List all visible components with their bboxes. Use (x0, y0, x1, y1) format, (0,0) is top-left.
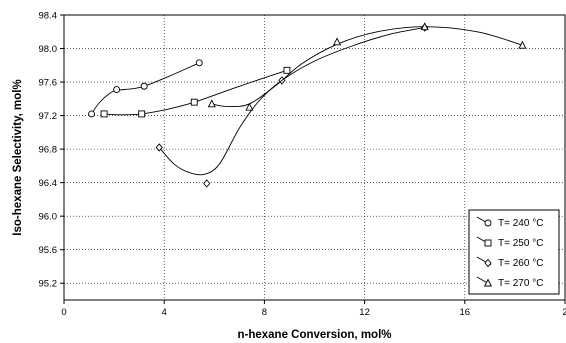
legend: T= 240 °C T= 250 °C T= 260 °C T= 270 °C (469, 210, 559, 294)
y-tick-label: 96.8 (39, 145, 58, 156)
y-tick-label: 95.2 (39, 279, 58, 290)
data-point-triangle (334, 38, 341, 45)
data-point-square (101, 111, 107, 117)
x-tick-label: 8 (262, 307, 267, 318)
data-point-triangle (208, 100, 215, 107)
series-4 (208, 23, 525, 110)
data-point-square (191, 99, 197, 105)
legend-label: T= 270 °C (498, 278, 543, 289)
series-1 (89, 60, 203, 117)
data-point-square (139, 111, 145, 117)
data-point-diamond (204, 180, 210, 187)
data-point-circle (141, 83, 147, 89)
series-line (212, 27, 523, 107)
data-point-circle (114, 87, 120, 93)
legend-marker-circle (485, 220, 491, 226)
series-line (159, 28, 425, 175)
legend-label: T= 240 °C (498, 218, 543, 229)
x-tick-label: 16 (460, 307, 471, 318)
series-group (89, 23, 526, 187)
legend-marker-square (485, 240, 491, 246)
y-tick-label: 98.4 (39, 11, 58, 22)
data-point-circle (196, 60, 202, 66)
series-line (104, 70, 287, 115)
legend-label: T= 250 °C (498, 238, 543, 249)
y-tick-label: 95.6 (39, 245, 58, 256)
y-tick-label: 97.6 (39, 78, 58, 89)
legend-label: T= 260 °C (498, 258, 543, 269)
data-point-circle (89, 111, 95, 117)
x-axis-title: n-hexane Conversion, mol% (237, 329, 391, 341)
y-tick-label: 97.2 (39, 111, 58, 122)
y-tick-label: 96.0 (39, 212, 58, 223)
x-tick-label: 4 (162, 307, 167, 318)
data-point-square (284, 67, 290, 73)
y-tick-label: 96.4 (39, 178, 58, 189)
x-tick-label: 0 (61, 307, 66, 318)
y-axis-title: Iso-hexane Selectivity, mol% (12, 79, 24, 235)
x-tick-label: 2 (562, 307, 566, 318)
x-tick-label: 12 (359, 307, 370, 318)
series-2 (101, 67, 290, 117)
y-tick-label: 98.0 (39, 44, 58, 55)
